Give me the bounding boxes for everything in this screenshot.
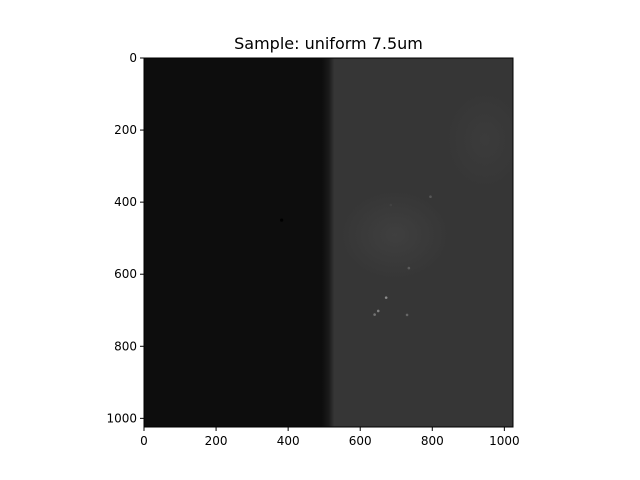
y-axis: 0 200 400 600 800 1000 bbox=[106, 51, 144, 425]
y-tick-label: 0 bbox=[129, 51, 137, 65]
y-tick-label: 400 bbox=[114, 195, 137, 209]
x-tick-label: 800 bbox=[421, 434, 444, 448]
image-feature-6 bbox=[373, 313, 376, 316]
y-tick-label: 800 bbox=[114, 339, 137, 353]
image-feature-1 bbox=[429, 195, 432, 199]
image-feature-4 bbox=[384, 296, 388, 299]
image-feature-2 bbox=[389, 203, 393, 207]
x-tick-label: 600 bbox=[349, 434, 372, 448]
dark-left-region bbox=[144, 58, 332, 427]
glow-center bbox=[340, 190, 450, 280]
image-feature-0 bbox=[280, 218, 284, 222]
x-tick-label: 0 bbox=[140, 434, 148, 448]
x-tick-label: 400 bbox=[277, 434, 300, 448]
x-tick-label: 1000 bbox=[489, 434, 520, 448]
y-tick-label: 1000 bbox=[106, 411, 137, 425]
y-tick-label: 600 bbox=[114, 267, 137, 281]
chart-title: Sample: uniform 7.5um bbox=[234, 34, 423, 53]
plot-frame bbox=[143, 57, 514, 428]
image-plot-area bbox=[144, 58, 513, 427]
x-axis: 0 200 400 600 800 1000 bbox=[140, 427, 520, 448]
image-feature-7 bbox=[405, 313, 409, 317]
glow-top-right bbox=[445, 90, 513, 190]
transition-edge bbox=[321, 58, 334, 427]
y-tick-label: 200 bbox=[114, 123, 137, 137]
x-tick-label: 200 bbox=[205, 434, 228, 448]
image-feature-5 bbox=[376, 309, 380, 313]
image-feature-3 bbox=[407, 266, 411, 270]
